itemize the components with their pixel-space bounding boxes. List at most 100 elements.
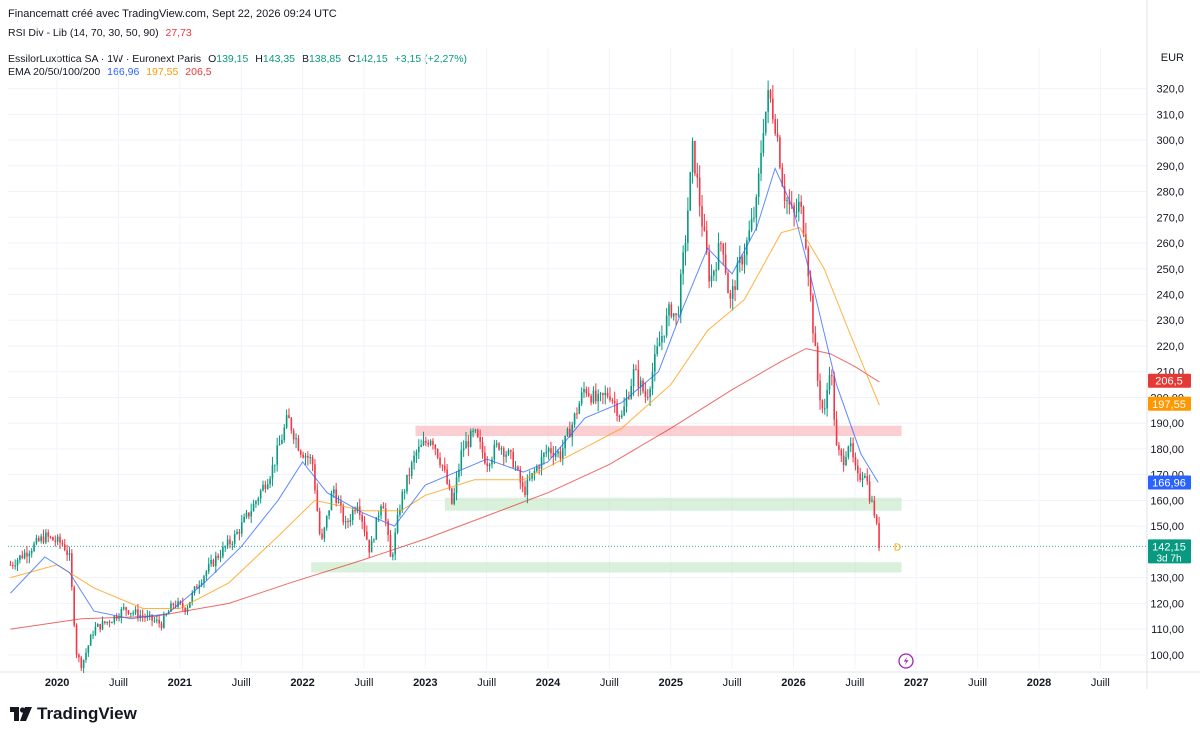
candle xyxy=(476,428,479,439)
candle xyxy=(63,539,66,552)
candle-body xyxy=(321,533,323,539)
candle xyxy=(290,416,293,434)
candle-body xyxy=(37,537,40,541)
candle-body xyxy=(491,459,493,465)
candle xyxy=(786,197,788,215)
candle xyxy=(736,256,739,291)
candle-body xyxy=(632,369,635,386)
candle-body xyxy=(528,478,531,480)
candle-body xyxy=(746,240,748,255)
rsi-legend[interactable]: RSI Div - Lib (14, 70, 30, 50, 90) 27,73 xyxy=(8,27,196,39)
candle-body xyxy=(252,503,255,512)
candle-body xyxy=(125,607,127,611)
candle-body xyxy=(288,415,290,419)
candle xyxy=(120,606,123,624)
dividend-marker[interactable]: D xyxy=(894,543,901,554)
candle-body xyxy=(613,400,616,404)
candle-body xyxy=(384,508,387,521)
candle-body xyxy=(498,443,500,450)
candle-body xyxy=(363,521,366,532)
candle-body xyxy=(698,177,701,207)
candle xyxy=(469,428,472,448)
candle xyxy=(132,610,134,617)
candle-body xyxy=(92,634,94,636)
support-zone xyxy=(311,562,902,573)
ema20-value: 166,96 xyxy=(107,66,140,78)
candle xyxy=(528,470,531,482)
time-tick-label: Juill xyxy=(968,677,987,689)
candle-body xyxy=(536,466,538,471)
candle xyxy=(682,245,684,285)
candle xyxy=(826,382,828,417)
candle-body xyxy=(196,586,198,589)
candle-body xyxy=(271,465,274,479)
end-label-box xyxy=(1148,373,1191,388)
candle-body xyxy=(819,380,821,401)
candle xyxy=(708,244,710,289)
candle-body xyxy=(255,501,257,504)
candle xyxy=(571,421,574,447)
candle xyxy=(861,471,864,488)
candle xyxy=(73,585,75,628)
candle xyxy=(512,447,515,469)
candle xyxy=(460,442,463,476)
candle xyxy=(677,306,680,318)
candle xyxy=(9,560,12,566)
candle xyxy=(427,439,430,448)
chart-header: Financematt créé avec TradingView.com, S… xyxy=(8,8,337,20)
candle-body xyxy=(299,450,302,455)
candle-body xyxy=(333,489,335,494)
candle-body xyxy=(257,498,260,502)
candle-body xyxy=(375,517,378,540)
candle-body xyxy=(521,482,524,487)
candle xyxy=(231,540,234,551)
candle xyxy=(458,463,460,483)
candle-body xyxy=(347,521,349,523)
candle-body xyxy=(458,469,460,478)
candle xyxy=(35,534,38,546)
candle xyxy=(831,369,833,386)
price-tick-label: 230,0 xyxy=(1156,315,1184,327)
candle xyxy=(368,539,371,558)
candle-body xyxy=(783,186,786,201)
candle-body xyxy=(654,354,656,372)
candle-body xyxy=(868,481,871,502)
candle-body xyxy=(49,536,52,538)
candle xyxy=(330,490,333,511)
candle-body xyxy=(573,413,576,425)
price-axis: 320,0 310,0 300,0 290,0 280,0 270,0 260,0 250,0… xyxy=(1150,84,1184,662)
candle xyxy=(651,362,654,396)
price-tick-label: 190,00 xyxy=(1150,418,1184,430)
candle-body xyxy=(446,469,448,484)
candle-body xyxy=(526,479,529,496)
candle-body xyxy=(354,509,356,512)
candle xyxy=(783,174,786,209)
candle xyxy=(741,253,743,272)
candle-body xyxy=(729,293,732,299)
candle-body xyxy=(795,211,798,213)
candle-body xyxy=(687,210,689,244)
candle-body xyxy=(89,635,92,646)
candle-body xyxy=(217,555,219,558)
candle xyxy=(479,429,481,450)
candle-body xyxy=(609,396,611,400)
price-tick-label: 270,0 xyxy=(1156,212,1184,224)
candle xyxy=(642,378,644,394)
candle xyxy=(283,424,286,443)
candle-body xyxy=(439,457,441,466)
candle xyxy=(543,452,545,465)
candle xyxy=(54,535,57,547)
candle-body xyxy=(474,429,477,431)
price-tick-label: 220,0 xyxy=(1156,341,1184,353)
candle-body xyxy=(59,536,61,543)
candle-body xyxy=(493,444,496,460)
candle xyxy=(148,610,151,621)
lightning-icon[interactable] xyxy=(898,653,914,669)
ema-legend[interactable]: EMA 20/50/100/200 166,96 197,55 206,5 xyxy=(8,66,216,78)
candle-body xyxy=(172,603,175,606)
candle xyxy=(604,385,607,405)
candle-body xyxy=(184,607,186,613)
candle xyxy=(821,399,824,414)
